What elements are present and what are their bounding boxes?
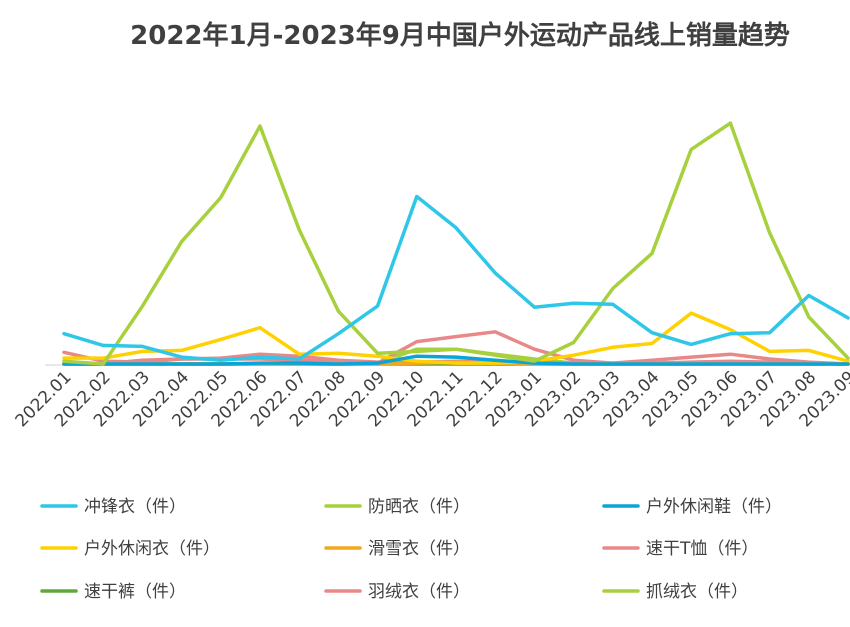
legend: 冲锋衣（件） 防晒衣（件） 户外休闲鞋（件） 户外休闲衣（件） 滑雪衣（件） 速干T恤（件… xyxy=(40,497,782,602)
series-line-1 xyxy=(62,121,850,366)
legend-label: 羽绒衣（件） xyxy=(368,582,470,602)
legend-label: 速干裤（件） xyxy=(84,582,186,602)
chart-title: 2022年1月-2023年9月中国户外运动产品线上销量趋势 xyxy=(130,20,790,51)
legend-item[interactable]: 户外休闲鞋（件） xyxy=(602,497,782,517)
legend-item[interactable]: 抓绒衣（件） xyxy=(602,582,748,602)
legend-item[interactable]: 户外休闲衣（件） xyxy=(40,539,220,559)
legend-label: 冲锋衣（件） xyxy=(84,497,186,517)
legend-label: 防晒衣（件） xyxy=(368,497,470,517)
series-layer xyxy=(62,121,850,366)
legend-label: 抓绒衣（件） xyxy=(646,582,748,602)
legend-label: 户外休闲衣（件） xyxy=(84,539,220,559)
legend-item[interactable]: 羽绒衣（件） xyxy=(324,582,470,602)
legend-label: 滑雪衣（件） xyxy=(368,539,470,559)
legend-item[interactable]: 防晒衣（件） xyxy=(324,497,470,517)
legend-label: 户外休闲鞋（件） xyxy=(646,497,782,517)
series-line-3 xyxy=(62,311,850,365)
legend-item[interactable]: 速干裤（件） xyxy=(40,582,186,602)
series-line-0 xyxy=(62,194,850,362)
legend-item[interactable]: 滑雪衣（件） xyxy=(324,539,470,559)
legend-label: 速干T恤（件） xyxy=(646,539,758,559)
series-line-2 xyxy=(62,354,850,366)
legend-item[interactable]: 速干T恤（件） xyxy=(602,539,758,559)
legend-item[interactable]: 冲锋衣（件） xyxy=(40,497,186,517)
x-tick-labels: 2022.012022.022022.032022.042022.052022.… xyxy=(12,367,850,431)
